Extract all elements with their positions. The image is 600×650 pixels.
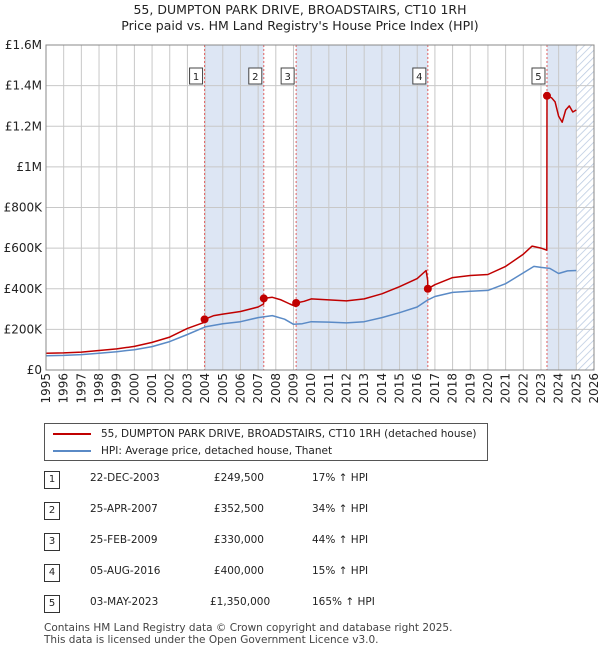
footer-copyright: Contains HM Land Registry data © Crown c…: [44, 622, 453, 634]
sale-number: 2: [44, 502, 60, 520]
plot-frame: [45, 44, 595, 371]
sale-price: £330,000: [213, 534, 264, 546]
sale-point: [423, 284, 432, 293]
sale-date: 25-FEB-2009: [90, 534, 158, 546]
legend-item-property: 55, DUMPTON PARK DRIVE, BROADSTAIRS, CT1…: [53, 426, 477, 442]
x-tick-label: 2001: [145, 373, 159, 404]
sale-hpi-change: 17% ↑ HPI: [312, 472, 369, 484]
x-tick-label: 2009: [286, 373, 300, 404]
price-chart: 1 2 3 4 5 £0 £200K £400K £600K £800K £1M £1.2M £1.4…: [4, 38, 600, 404]
x-tick-label: 1996: [57, 373, 71, 404]
legend: 55, DUMPTON PARK DRIVE, BROADSTAIRS, CT1…: [44, 423, 488, 461]
x-tick-label: 2002: [163, 373, 177, 404]
y-tick-label: £1M: [16, 160, 42, 174]
sale-marker-box: [248, 67, 263, 85]
x-tick-label: 2007: [251, 373, 265, 404]
sale-price: £400,000: [213, 565, 264, 577]
sale-row: 2 25-APR-2007 £352,500 34% ↑ HPI: [44, 502, 444, 520]
sale-marker-box: [531, 67, 546, 85]
y-tick-label: £800K: [4, 201, 44, 215]
x-tick-label: 2022: [516, 373, 530, 404]
x-tick-label: 2006: [233, 373, 247, 404]
x-tick-label: 2018: [446, 373, 460, 404]
property-price-line: [45, 95, 577, 355]
sale-point: [200, 315, 209, 324]
y-tick-label: £1.6M: [5, 38, 42, 52]
sale-date: 22-DEC-2003: [90, 472, 160, 484]
legend-swatch-property: [53, 433, 91, 435]
x-tick-label: 2011: [322, 373, 336, 404]
x-tick-label: 2020: [481, 373, 495, 404]
chart-title-line2: Price paid vs. HM Land Registry's House …: [121, 18, 479, 33]
sale-number: 4: [44, 564, 60, 582]
sale-marker-label: 2: [252, 72, 258, 83]
sale-price: £1,350,000: [210, 596, 271, 608]
y-tick-label: £1.2M: [5, 119, 42, 133]
x-tick-label: 2024: [552, 373, 566, 404]
sale-point: [542, 91, 551, 100]
y-tick-label: £0: [27, 363, 42, 377]
sale-point: [259, 294, 268, 303]
x-tick-label: 1997: [74, 373, 88, 404]
sale-hpi-change: 15% ↑ HPI: [312, 565, 369, 577]
x-tick-label: 2026: [587, 373, 600, 404]
y-tick-label: £600K: [4, 241, 44, 255]
sale-hpi-change: 165% ↑ HPI: [312, 596, 375, 608]
x-tick-label: 2021: [499, 373, 513, 404]
legend-label-hpi: HPI: Average price, detached house, Than…: [101, 445, 333, 457]
sale-number: 5: [44, 595, 60, 613]
x-tick-label: 1998: [92, 373, 106, 404]
y-tick-label: £1.4M: [5, 79, 42, 93]
sale-marker-label: 5: [535, 72, 541, 83]
sale-hpi-change: 34% ↑ HPI: [312, 503, 369, 515]
sale-marker-box: [280, 67, 295, 85]
legend-label-property: 55, DUMPTON PARK DRIVE, BROADSTAIRS, CT1…: [101, 428, 477, 440]
legend-item-hpi: HPI: Average price, detached house, Than…: [53, 443, 332, 459]
x-tick-label: 2014: [375, 373, 389, 404]
sale-price: £249,500: [213, 472, 264, 484]
sale-price: £352,500: [213, 503, 264, 515]
x-tick-label: 2004: [198, 373, 212, 404]
x-tick-label: 2013: [357, 373, 371, 404]
x-tick-label: 2017: [428, 373, 442, 404]
x-tick-label: 2010: [304, 373, 318, 404]
x-tick-label: 2003: [180, 373, 194, 404]
sale-marker-label: 3: [284, 72, 290, 83]
x-tick-label: 2016: [410, 373, 424, 404]
sale-marker-box: [412, 67, 427, 85]
chart-title-line1: 55, DUMPTON PARK DRIVE, BROADSTAIRS, CT1…: [133, 2, 467, 17]
x-tick-label: 2023: [534, 373, 548, 404]
footer: Contains HM Land Registry data © Crown c…: [44, 622, 452, 646]
x-tick-label: 2019: [463, 373, 477, 404]
sale-marker-label: 1: [193, 72, 199, 83]
footer-licence: This data is licensed under the Open Gov…: [44, 634, 379, 646]
sale-marker-box: [189, 67, 204, 85]
legend-swatch-hpi: [53, 450, 91, 452]
x-tick-label: 2005: [216, 373, 230, 404]
sale-date: 03-MAY-2023: [90, 596, 159, 608]
x-tick-label: 2015: [393, 373, 407, 404]
sale-row: 1 22-DEC-2003 £249,500 17% ↑ HPI: [44, 471, 444, 489]
sale-number: 3: [44, 533, 60, 551]
x-tick-label: 2000: [127, 373, 141, 404]
hpi-line: [45, 265, 577, 357]
x-tick-label: 1999: [110, 373, 124, 404]
x-tick-label: 2008: [269, 373, 283, 404]
sale-hpi-change: 44% ↑ HPI: [312, 534, 369, 546]
sale-date: 25-APR-2007: [90, 503, 158, 515]
sale-row: 3 25-FEB-2009 £330,000 44% ↑ HPI: [44, 533, 444, 551]
sale-number: 1: [44, 471, 60, 489]
sale-point: [292, 298, 301, 307]
sale-date: 05-AUG-2016: [90, 565, 161, 577]
sale-row: 5 03-MAY-2023 £1,350,000 165% ↑ HPI: [44, 595, 444, 613]
sale-marker-label: 4: [416, 72, 422, 83]
y-tick-label: £400K: [4, 282, 44, 296]
x-tick-label: 1995: [39, 373, 53, 404]
sale-row: 4 05-AUG-2016 £400,000 15% ↑ HPI: [44, 564, 444, 582]
y-tick-label: £200K: [4, 322, 44, 336]
x-tick-label: 2012: [340, 373, 354, 404]
x-tick-label: 2025: [569, 373, 583, 404]
chart-title: 55, DUMPTON PARK DRIVE, BROADSTAIRS, CT1…: [0, 2, 600, 34]
